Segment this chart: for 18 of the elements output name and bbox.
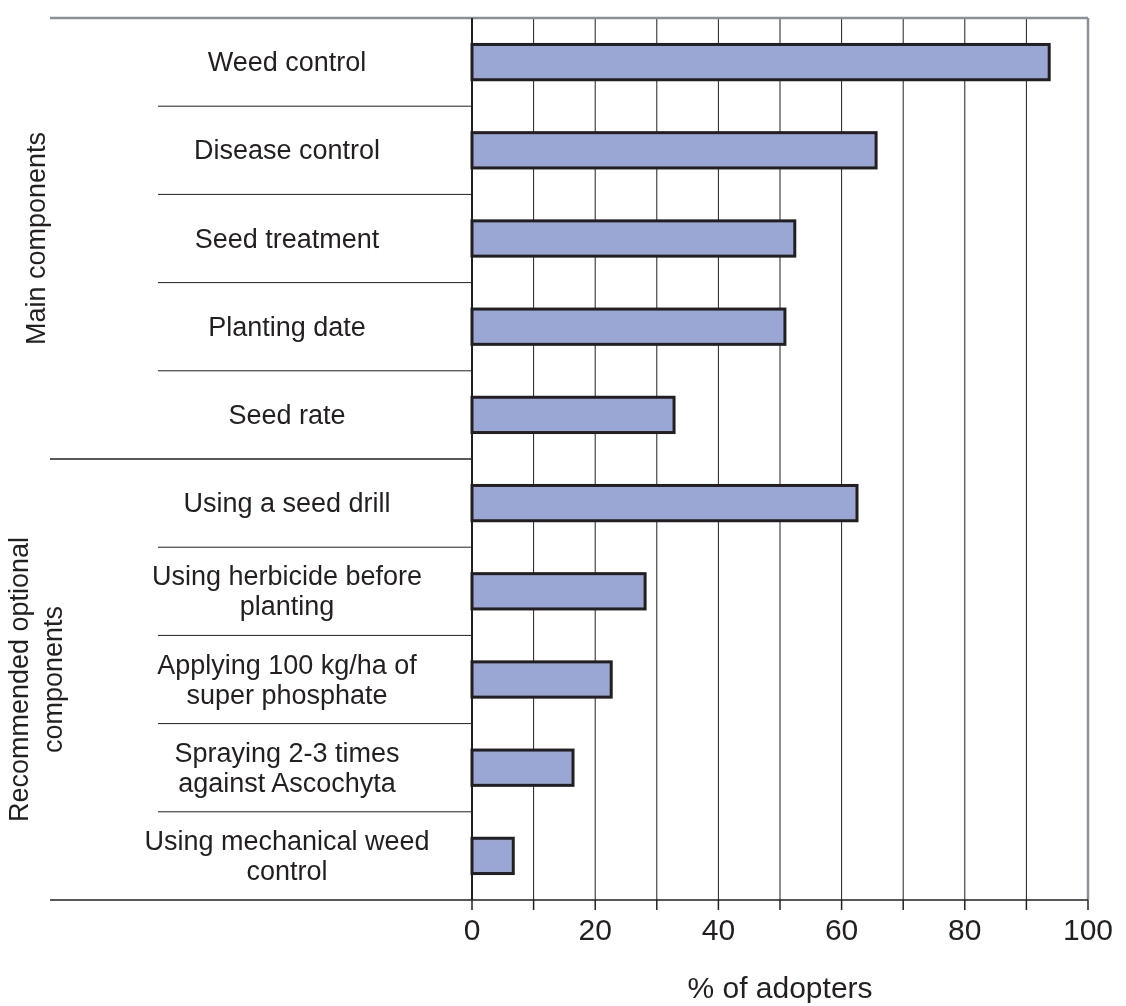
y-tick-label: Weed control <box>207 47 367 78</box>
y-tick-label: Spraying 2-3 times against Ascochyta <box>174 737 400 798</box>
y-tick-label: Planting date <box>208 311 366 342</box>
text: Main components <box>21 131 51 346</box>
x-tick-label: 100 <box>1062 913 1114 946</box>
y-tick-label: Seed treatment <box>194 223 380 254</box>
y-tick-label: Disease control <box>193 135 381 166</box>
x-tick-label: 40 <box>701 913 736 946</box>
y-tick-label: Applying 100 kg/ha of super phosphate <box>157 649 418 710</box>
y-tick-label: Seed rate <box>228 399 346 430</box>
x-tick-label: 20 <box>578 913 612 946</box>
x-tick-label: 80 <box>948 913 982 946</box>
x-tick-label: 60 <box>824 913 859 946</box>
y-tick-label: Using a seed drill <box>183 488 391 519</box>
y-tick-label: Using mechanical weed control <box>144 825 430 886</box>
y-tick-label: Using herbicide before planting <box>151 561 423 622</box>
x-tick-label: 0 <box>463 913 481 946</box>
text: Recommended optional components <box>4 536 68 823</box>
